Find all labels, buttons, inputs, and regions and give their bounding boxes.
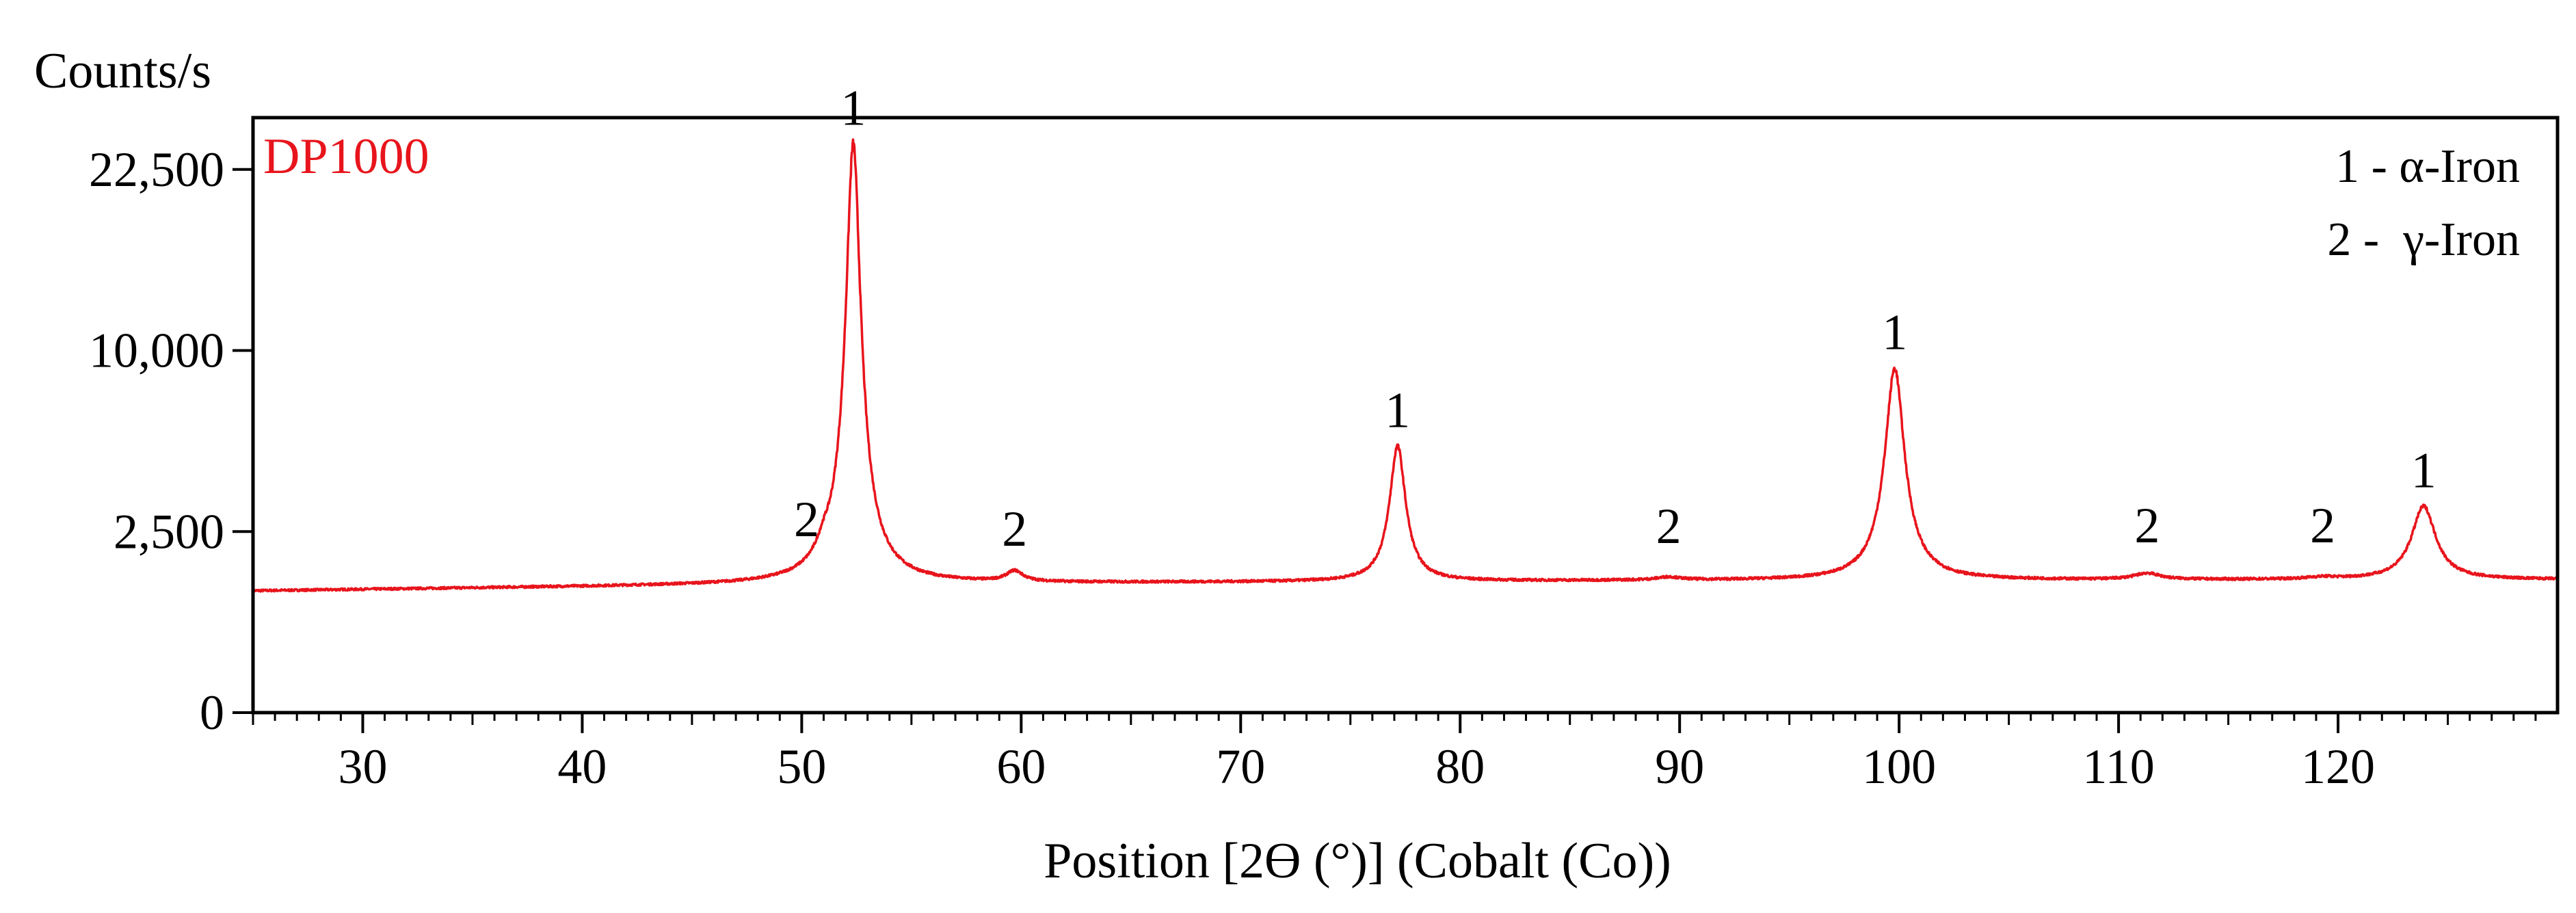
peak-label-1: 1: [840, 80, 866, 136]
x-tick-label: 90: [1655, 739, 1704, 794]
x-tick-label: 70: [1216, 739, 1265, 794]
x-axis-title: Position [2ϴ (°)] (Cobalt (Co)): [1044, 833, 1671, 889]
peak-label-1: 1: [1385, 383, 1410, 439]
x-tick-label: 120: [2301, 739, 2375, 794]
x-axis: 30 40 50 60 70 80 90 100 110 120: [252, 713, 2537, 794]
plot-frame: [251, 116, 2560, 715]
plot-area: [251, 116, 2560, 715]
peak-label-2: 2: [2310, 498, 2335, 554]
peak-label-2: 2: [794, 492, 819, 548]
x-tick-label: 110: [2082, 739, 2154, 794]
legend-entry-alpha-iron: 1 - α-Iron: [2335, 140, 2520, 193]
peak-label-1: 1: [2411, 442, 2436, 499]
y-axis-title: Counts/s: [34, 43, 211, 99]
x-tick-label: 40: [557, 739, 607, 794]
peak-labels: 2 1 2 1 2 1 2 2 1: [794, 80, 2436, 557]
xrd-pattern-line: [253, 138, 2558, 593]
peak-label-1: 1: [1882, 305, 1907, 361]
peak-label-2: 2: [1656, 499, 1682, 555]
y-tick-label: 2,500: [114, 504, 224, 559]
y-axis: 0 2,500 10,000 22,500: [89, 142, 253, 740]
y-tick-label: 22,500: [89, 142, 224, 197]
phase-legend: 1 - α-Iron 2 - γ-Iron: [2327, 140, 2520, 266]
peak-label-2: 2: [2134, 498, 2160, 554]
x-tick-label: 60: [996, 739, 1046, 794]
peak-label-2: 2: [1002, 501, 1027, 557]
x-tick-label: 80: [1435, 739, 1485, 794]
x-tick-label: 30: [338, 739, 387, 794]
legend-entry-gamma-iron: 2 - γ-Iron: [2327, 213, 2520, 266]
y-tick-label: 10,000: [89, 323, 224, 378]
x-tick-label: 100: [1862, 739, 1936, 794]
x-tick-label: 50: [777, 739, 826, 794]
sample-label: DP1000: [263, 129, 429, 185]
y-tick-label: 0: [200, 685, 224, 740]
